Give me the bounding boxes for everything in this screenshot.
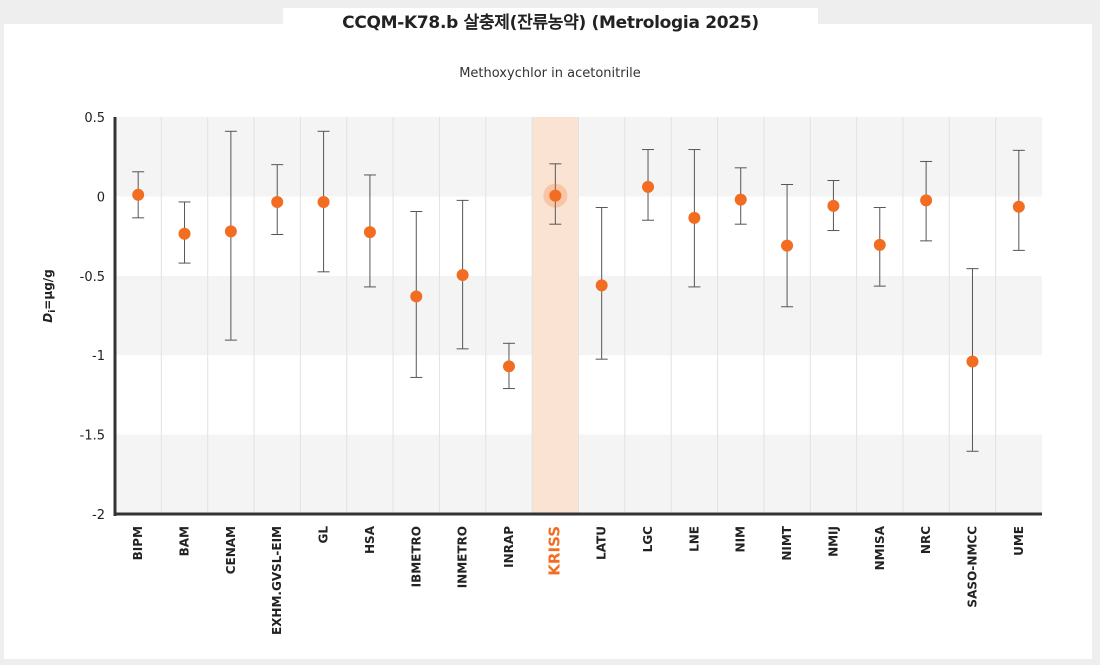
data-point	[549, 189, 562, 202]
chart-subtitle: Methoxychlor in acetonitrile	[459, 66, 641, 81]
title-container: CCQM-K78.b 살충제(잔류농약) (Metrologia 2025)	[283, 8, 818, 38]
x-tick-label: BAM	[178, 526, 192, 556]
x-tick-label: UME	[1012, 526, 1026, 556]
data-point	[317, 195, 330, 208]
chart-title: CCQM-K78.b 살충제(잔류농약) (Metrologia 2025)	[342, 13, 759, 33]
data-point	[224, 225, 237, 238]
x-tick-label: SASO-NMCC	[965, 526, 979, 608]
data-point	[1012, 200, 1025, 213]
data-point	[178, 227, 191, 240]
x-tick-label: LNE	[687, 526, 701, 552]
x-tick-label: INMETRO	[456, 526, 470, 588]
data-point	[410, 290, 423, 303]
x-tick-label: EXHM.GVSL-EIM	[270, 526, 284, 635]
x-tick-label: HSA	[363, 525, 377, 554]
data-point	[873, 238, 886, 251]
x-tick-label: GL	[317, 526, 331, 544]
data-point	[781, 239, 794, 252]
x-tick-label: CENAM	[224, 526, 238, 574]
data-point	[456, 269, 469, 282]
y-tick-label: -0.5	[80, 270, 105, 285]
y-tick-label: 0	[97, 190, 105, 205]
data-point	[502, 360, 515, 373]
data-point	[734, 193, 747, 206]
x-tick-label: NRC	[919, 526, 933, 554]
x-tick-label: NIM	[734, 526, 748, 552]
y-tick-label: -2	[92, 508, 105, 523]
x-tick-label: NMISA	[873, 525, 887, 570]
x-tick-label: KRISS	[545, 526, 563, 576]
data-point	[920, 194, 933, 207]
data-point	[688, 211, 701, 224]
data-point	[363, 226, 376, 239]
data-point	[827, 199, 840, 212]
x-tick-label: INRAP	[502, 526, 516, 568]
y-tick-label: -1	[92, 349, 105, 364]
x-tick-label: LGC	[641, 526, 655, 552]
x-tick-label: BIPM	[131, 526, 145, 560]
x-tick-label: NIMT	[780, 525, 794, 560]
data-point	[642, 180, 655, 193]
x-tick-label: NMIJ	[826, 526, 840, 557]
data-point	[132, 188, 145, 201]
x-tick-label: IBMETRO	[409, 526, 423, 587]
data-point	[271, 195, 284, 208]
x-tick-label: LATU	[595, 526, 609, 560]
y-axis-title: Di=μg/g	[41, 269, 58, 323]
data-point	[595, 279, 608, 292]
y-tick-label: 0.5	[84, 111, 105, 126]
data-point	[966, 355, 979, 368]
y-tick-label: -1.5	[80, 429, 105, 444]
